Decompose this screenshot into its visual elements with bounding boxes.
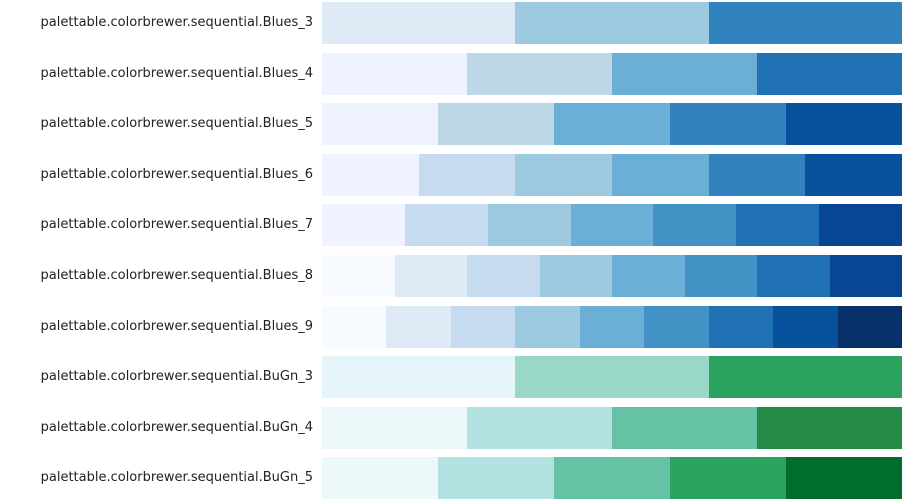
- palette-swatch: [322, 406, 902, 449]
- palette-swatch: [322, 153, 902, 196]
- palette-swatch: [322, 305, 902, 348]
- palette-row: palettable.colorbrewer.sequential.BuGn_5: [0, 457, 902, 500]
- color-cell: [612, 255, 685, 297]
- color-cell: [467, 52, 612, 95]
- color-cell: [450, 305, 516, 348]
- color-cell: [467, 406, 612, 449]
- color-cell: [612, 406, 757, 449]
- color-cell: [805, 153, 902, 196]
- color-cell: [670, 103, 786, 146]
- color-cell: [773, 305, 838, 348]
- color-cell: [708, 2, 902, 44]
- palette-row: palettable.colorbrewer.sequential.Blues_…: [0, 255, 902, 297]
- color-cell: [322, 153, 419, 196]
- palette-row: palettable.colorbrewer.sequential.Blues_…: [0, 204, 902, 247]
- palette-name: palettable.colorbrewer.sequential.Blues_…: [40, 318, 313, 334]
- color-cell: [515, 356, 709, 399]
- palette-swatch: [322, 356, 902, 399]
- color-cell: [515, 305, 580, 348]
- color-cell: [786, 457, 902, 500]
- color-cell: [322, 356, 516, 399]
- color-cell: [322, 255, 395, 297]
- color-cell: [515, 153, 613, 196]
- palette-swatch: [322, 2, 902, 44]
- palette-row: palettable.colorbrewer.sequential.BuGn_3: [0, 356, 902, 399]
- color-cell: [708, 356, 902, 399]
- palette-row: palettable.colorbrewer.sequential.Blues_…: [0, 2, 902, 44]
- color-cell: [570, 204, 654, 247]
- color-cell: [786, 103, 902, 146]
- color-cell: [322, 406, 467, 449]
- palette-row: palettable.colorbrewer.sequential.Blues_…: [0, 305, 902, 348]
- color-cell: [404, 204, 488, 247]
- palette-name: palettable.colorbrewer.sequential.Blues_…: [40, 65, 313, 81]
- palette-row: palettable.colorbrewer.sequential.BuGn_4: [0, 406, 902, 449]
- palette-row: palettable.colorbrewer.sequential.Blues_…: [0, 52, 902, 95]
- palette-name: palettable.colorbrewer.sequential.Blues_…: [40, 166, 313, 182]
- color-cell: [394, 255, 467, 297]
- palette-name: palettable.colorbrewer.sequential.Blues_…: [40, 268, 313, 283]
- color-cell: [418, 153, 516, 196]
- palette-name: palettable.colorbrewer.sequential.BuGn_3: [40, 369, 313, 385]
- color-cell: [612, 153, 709, 196]
- color-cell: [539, 255, 612, 297]
- color-cell: [579, 305, 645, 348]
- color-cell: [819, 204, 902, 247]
- palette-swatch: [322, 457, 902, 500]
- color-cell: [736, 204, 820, 247]
- color-cell: [757, 255, 830, 297]
- color-cell: [708, 153, 806, 196]
- color-cell: [487, 204, 571, 247]
- color-cell: [322, 457, 438, 500]
- color-cell: [837, 305, 902, 348]
- color-cell: [708, 305, 774, 348]
- color-cell: [554, 457, 670, 500]
- color-cell: [322, 103, 438, 146]
- palette-name: palettable.colorbrewer.sequential.Blues_…: [40, 15, 313, 30]
- color-cell: [322, 204, 405, 247]
- color-cell: [757, 406, 902, 449]
- palette-name: palettable.colorbrewer.sequential.Blues_…: [40, 217, 313, 233]
- palette-row: palettable.colorbrewer.sequential.Blues_…: [0, 103, 902, 146]
- color-cell: [467, 255, 540, 297]
- color-cell: [612, 52, 757, 95]
- palette-name: palettable.colorbrewer.sequential.BuGn_5: [40, 470, 313, 486]
- color-cell: [829, 255, 902, 297]
- color-cell: [322, 52, 467, 95]
- palette-swatch: [322, 255, 902, 297]
- palette-swatch: [322, 103, 902, 146]
- color-cell: [684, 255, 757, 297]
- color-cell: [670, 457, 786, 500]
- color-cell: [554, 103, 670, 146]
- color-cell: [653, 204, 737, 247]
- color-cell: [386, 305, 451, 348]
- color-cell: [515, 2, 709, 44]
- palette-name: palettable.colorbrewer.sequential.Blues_…: [40, 116, 313, 132]
- color-cell: [438, 457, 554, 500]
- palette-row: palettable.colorbrewer.sequential.Blues_…: [0, 153, 902, 196]
- palette-swatch: [322, 52, 902, 95]
- color-cell: [322, 305, 387, 348]
- color-cell: [644, 305, 709, 348]
- palette-name: palettable.colorbrewer.sequential.BuGn_4: [40, 419, 313, 435]
- color-cell: [757, 52, 902, 95]
- color-cell: [438, 103, 554, 146]
- color-cell: [322, 2, 516, 44]
- palette-swatch: [322, 204, 902, 247]
